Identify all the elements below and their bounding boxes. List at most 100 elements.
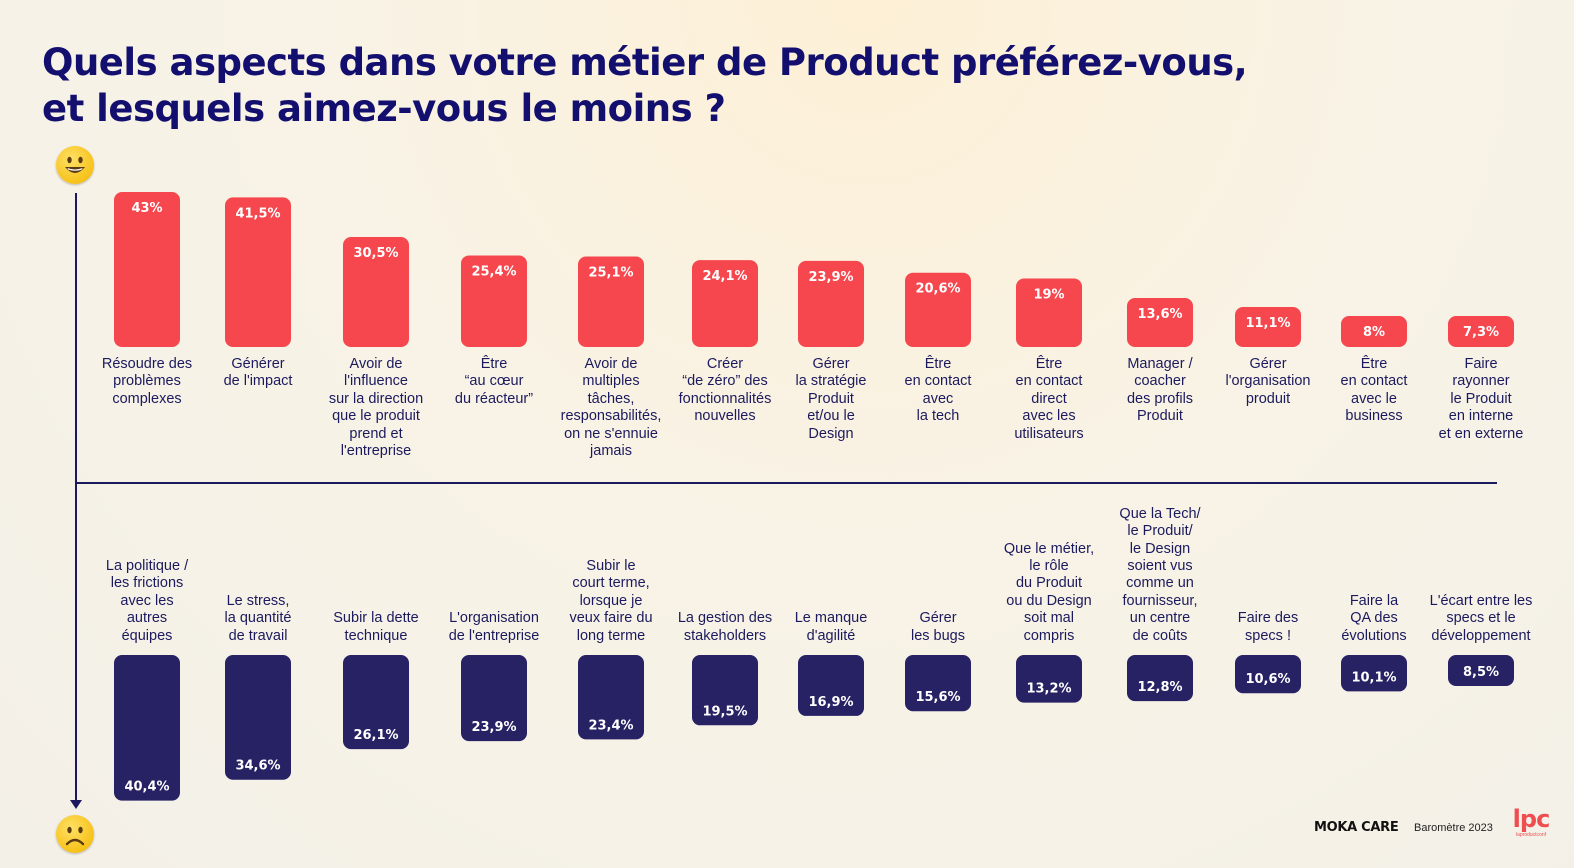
liked-category-label-7: Gérer la stratégie Produit et/ou le Desi…: [795, 356, 867, 442]
disliked-category-label-1: La politique / les frictions avec les au…: [90, 495, 204, 645]
disliked-category-text-11: Faire des specs !: [1237, 610, 1299, 644]
liked-bar-3: [343, 237, 409, 347]
chart-title: Quels aspects dans votre métier de Produ…: [42, 40, 1248, 132]
liked-category-label-11: Gérer l'organisation produit: [1225, 356, 1311, 407]
disliked-category-text-6: La gestion des stakeholders: [677, 610, 773, 644]
liked-bar-9: [1016, 278, 1082, 347]
disliked-bar-3: [343, 655, 409, 750]
disliked-value-label-10: 12,8%: [1137, 680, 1182, 695]
disliked-bar-12: [1341, 655, 1407, 692]
disliked-value-label-5: 23,4%: [588, 718, 633, 733]
liked-bar-13: [1448, 316, 1514, 347]
disliked-bar-9: [1016, 655, 1082, 703]
disliked-category-text-9: Que le métier, le rôle du Produit ou du …: [1003, 540, 1095, 644]
liked-category-label-4: Être “au cœur du réacteur”: [454, 356, 534, 407]
liked-value-label-13: 7,3%: [1463, 325, 1499, 340]
liked-bar-5: [578, 256, 644, 347]
disliked-category-label-4: L'organisation de l'entreprise: [437, 495, 551, 645]
liked-value-label-11: 11,1%: [1245, 316, 1290, 331]
liked-bar-10: [1127, 297, 1193, 347]
chart-title-line-2: et lesquels aimez-vous le moins ?: [42, 87, 726, 130]
disliked-category-label-9: Que le métier, le rôle du Produit ou du …: [992, 495, 1106, 645]
liked-value-label-9: 19%: [1033, 288, 1064, 303]
disliked-bar-1: [114, 655, 180, 801]
disliked-category-label-5: Subir le court terme, lorsque je veux fa…: [554, 495, 668, 645]
liked-category-label-13: Faire rayonner le Produit en interne et …: [1438, 356, 1524, 442]
disliked-category-label-13: L'écart entre les specs et le développem…: [1424, 495, 1538, 645]
liked-value-label-2: 41,5%: [235, 206, 280, 221]
disliked-value-label-6: 19,5%: [702, 704, 747, 719]
disliked-value-label-13: 8,5%: [1463, 665, 1499, 680]
liked-bar-11: [1235, 306, 1301, 347]
disliked-category-label-11: Faire des specs !: [1211, 495, 1325, 645]
disliked-bar-6: [692, 655, 758, 726]
disliked-category-text-10: Que la Tech/ le Produit/ le Design soien…: [1119, 505, 1201, 644]
disliked-value-label-7: 16,9%: [808, 695, 853, 710]
liked-bar-8: [905, 272, 971, 347]
disliked-category-text-4: L'organisation de l'entreprise: [448, 610, 540, 644]
disliked-bar-13: [1448, 655, 1514, 686]
disliked-value-label-4: 23,9%: [471, 720, 516, 735]
disliked-category-text-12: Faire la QA des évolutions: [1341, 592, 1407, 644]
liked-bar-6: [692, 260, 758, 347]
axis-arrowhead: [70, 800, 82, 809]
lpc-logo-text: lpc: [1512, 805, 1551, 833]
bars: 43% 41,5% 30,5% 25,4% 25,1% 24,1% 23,9% 20,6% 19…: [114, 192, 1514, 801]
liked-category-label-3: Avoir de l'influence sur la direction qu…: [328, 356, 424, 460]
liked-value-label-1: 43%: [131, 201, 162, 216]
liked-category-label-12: Être en contact avec le business: [1340, 356, 1408, 425]
smiling-face-icon: [56, 146, 94, 184]
disliked-category-label-6: La gestion des stakeholders: [668, 495, 782, 645]
disliked-value-label-12: 10,1%: [1351, 670, 1396, 685]
frowning-face-icon: [56, 815, 94, 853]
lpc-logo-subtext: laproductconf: [1515, 832, 1547, 838]
liked-value-label-12: 8%: [1363, 325, 1385, 340]
disliked-value-label-2: 34,6%: [235, 759, 280, 774]
disliked-category-text-13: L'écart entre les specs et le développem…: [1429, 592, 1533, 644]
disliked-bar-7: [798, 655, 864, 716]
disliked-bar-4: [461, 655, 527, 742]
liked-category-label-2: Générer de l'impact: [223, 356, 293, 390]
lpc-logo: lpc laproductconf: [1508, 806, 1554, 838]
disliked-category-text-1: La politique / les frictions avec les au…: [105, 557, 189, 644]
liked-bar-2: [225, 197, 291, 347]
liked-category-label-9: Être en contact direct avec les utilisat…: [1014, 356, 1084, 442]
disliked-category-text-8: Gérer les bugs: [910, 610, 965, 644]
liked-category-label-1: Résoudre des problèmes complexes: [101, 356, 193, 407]
disliked-category-text-7: Le manque d'agilité: [794, 610, 868, 644]
disliked-category-text-5: Subir le court terme, lorsque je veux fa…: [569, 557, 653, 644]
disliked-bar-10: [1127, 655, 1193, 702]
disliked-category-label-2: Le stress, la quantité de travail: [201, 495, 315, 645]
disliked-category-text-3: Subir la dette technique: [333, 610, 419, 644]
disliked-category-label-8: Gérer les bugs: [881, 495, 995, 645]
liked-value-label-6: 24,1%: [702, 269, 747, 284]
disliked-bar-8: [905, 655, 971, 712]
liked-value-label-8: 20,6%: [915, 282, 960, 297]
brand-logo-moka-care: MOKA CARE: [1314, 820, 1399, 835]
liked-value-label-5: 25,1%: [588, 266, 633, 281]
disliked-value-label-1: 40,4%: [124, 780, 169, 795]
liked-value-label-3: 30,5%: [353, 246, 398, 261]
liked-value-label-4: 25,4%: [471, 264, 516, 279]
disliked-value-label-9: 13,2%: [1026, 682, 1071, 697]
liked-category-label-6: Créer “de zéro” des fonctionnalités nouv…: [678, 356, 772, 425]
liked-bar-4: [461, 255, 527, 347]
liked-bar-12: [1341, 316, 1407, 347]
liked-value-label-7: 23,9%: [808, 270, 853, 285]
liked-category-label-5: Avoir de multiples tâches, responsabilit…: [560, 356, 662, 460]
disliked-bar-2: [225, 655, 291, 780]
liked-category-label-10: Manager / coacher des profils Produit: [1126, 356, 1194, 425]
disliked-value-label-3: 26,1%: [353, 728, 398, 743]
chart-title-line-1: Quels aspects dans votre métier de Produ…: [42, 41, 1248, 84]
disliked-bar-5: [578, 655, 644, 740]
disliked-bar-11: [1235, 655, 1301, 694]
liked-value-label-10: 13,6%: [1137, 307, 1182, 322]
disliked-value-label-8: 15,6%: [915, 690, 960, 705]
disliked-value-label-11: 10,6%: [1245, 672, 1290, 687]
liked-category-label-8: Être en contact avec la tech: [904, 356, 972, 425]
disliked-category-label-10: Que la Tech/ le Produit/ le Design soien…: [1103, 495, 1217, 645]
liked-bar-1: [114, 192, 180, 347]
disliked-category-label-3: Subir la dette technique: [319, 495, 433, 645]
disliked-category-label-7: Le manque d'agilité: [774, 495, 888, 645]
